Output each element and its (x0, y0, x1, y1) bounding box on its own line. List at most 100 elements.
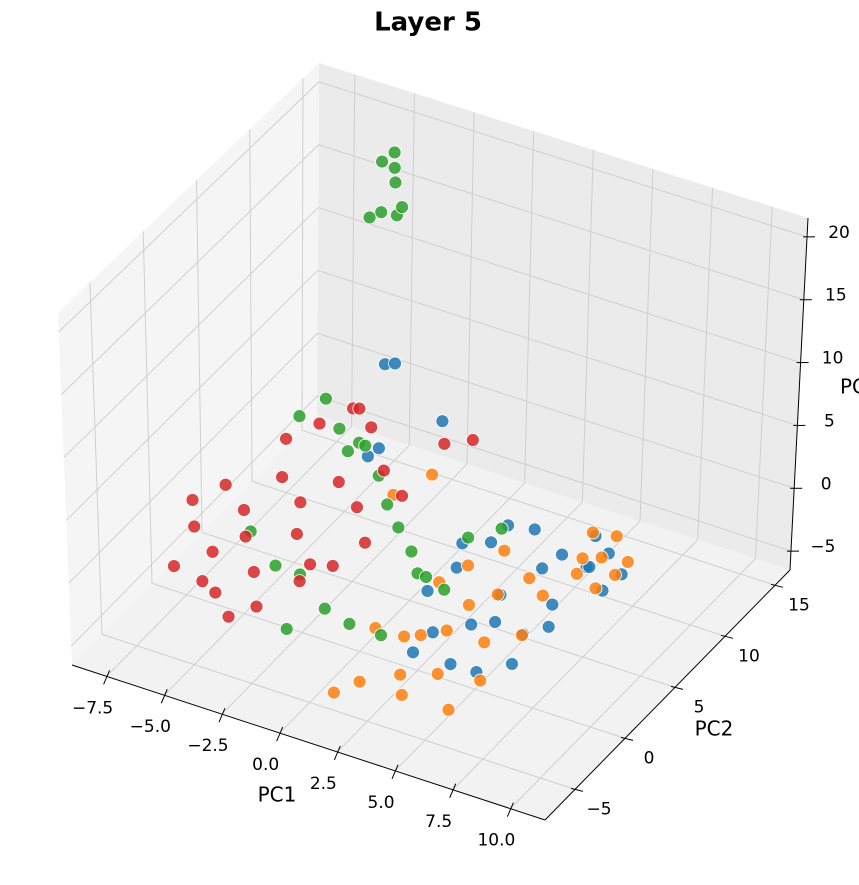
grid-line (63, 207, 319, 458)
x-axis-line (71, 664, 546, 821)
data-point (374, 205, 389, 220)
grid-line (89, 282, 103, 635)
grid-line (60, 144, 319, 396)
chart-title: Layer 5 (374, 8, 482, 38)
data-point (594, 550, 609, 565)
tick-mark (333, 745, 341, 761)
y-tick-label: 10 (738, 646, 760, 666)
data-point (527, 522, 542, 537)
data-point (393, 667, 408, 682)
data-point (406, 645, 420, 660)
data-point (292, 409, 307, 424)
data-point (342, 617, 357, 631)
data-point (395, 200, 409, 215)
data-point (238, 529, 253, 544)
grid-line (68, 332, 318, 584)
data-point (331, 475, 346, 489)
grid-line (249, 129, 253, 482)
points (167, 145, 635, 717)
data-point (374, 628, 388, 643)
data-point (268, 558, 283, 573)
grid-line (65, 270, 319, 521)
x-tick-label: −7.5 (72, 698, 113, 718)
grid-line (318, 81, 808, 238)
grid-line (524, 131, 535, 484)
grid-line (251, 480, 726, 637)
x-tick-label: 7.5 (425, 812, 452, 832)
grid-line (317, 269, 798, 426)
tick-mark (570, 787, 584, 792)
tick-mark (449, 783, 457, 798)
grid-line (151, 582, 626, 739)
data-point (292, 574, 307, 589)
axes: −7.5 −5.0 −2.5 0.0 2.5 5.0 7.5 10.0 −5 0 5 10 15 −5 0 5… (71, 217, 850, 851)
data-point (221, 609, 236, 624)
grid-line (754, 206, 773, 559)
grid-line (301, 78, 304, 431)
data-point (275, 470, 290, 484)
z-tick-label: 10 (822, 349, 844, 369)
tick-mark (391, 764, 399, 780)
data-point (465, 433, 480, 447)
data-point (289, 527, 304, 541)
data-point (435, 414, 450, 429)
data-point (569, 566, 584, 581)
grid-line (201, 531, 676, 688)
data-point (514, 628, 529, 643)
data-point (279, 622, 294, 636)
data-point (404, 544, 419, 559)
grid-line (581, 149, 594, 502)
tick-mark (160, 689, 168, 704)
data-point (388, 175, 403, 190)
data-point (461, 558, 475, 573)
data-point (585, 525, 600, 540)
grid-line (697, 187, 714, 540)
grid-line (351, 74, 356, 427)
data-point (332, 421, 347, 436)
tick-mark (770, 583, 784, 588)
data-point (326, 685, 341, 700)
data-point (340, 444, 355, 459)
data-point (462, 598, 476, 612)
data-point (430, 666, 445, 681)
data-point (293, 495, 308, 510)
z-tick-label: 15 (825, 286, 847, 306)
left-pane (58, 63, 319, 665)
data-point (437, 436, 452, 451)
grid-line (301, 429, 776, 586)
z-tick-label: 5 (824, 411, 835, 431)
data-point (461, 530, 476, 545)
data-point (425, 467, 439, 482)
data-point (246, 565, 261, 579)
y-tick-label: −5 (586, 799, 611, 819)
data-point (488, 615, 503, 629)
data-point (477, 635, 492, 650)
tick-mark (218, 707, 226, 723)
data-point (358, 438, 373, 453)
data-point (279, 431, 293, 446)
data-point (312, 416, 327, 431)
data-point (376, 463, 391, 478)
grid-line (510, 558, 756, 810)
data-point (441, 702, 456, 717)
data-point (620, 555, 635, 569)
y-tick-label: 0 (644, 748, 655, 768)
data-point (588, 581, 603, 596)
y-axis-line (544, 569, 791, 821)
grid-line (316, 395, 792, 552)
grid-line (279, 482, 526, 734)
data-point (443, 657, 458, 672)
y-axis-label: PC2 (695, 717, 734, 741)
grid-line (639, 168, 654, 521)
grid-line (408, 93, 415, 446)
x-tick-label: 10.0 (477, 831, 515, 851)
z-axis-line (789, 217, 809, 571)
data-point (419, 570, 433, 584)
data-point (484, 535, 498, 550)
data-point (413, 628, 428, 643)
data-point (187, 519, 202, 534)
data-point (362, 210, 377, 225)
tick-mark (276, 726, 284, 742)
